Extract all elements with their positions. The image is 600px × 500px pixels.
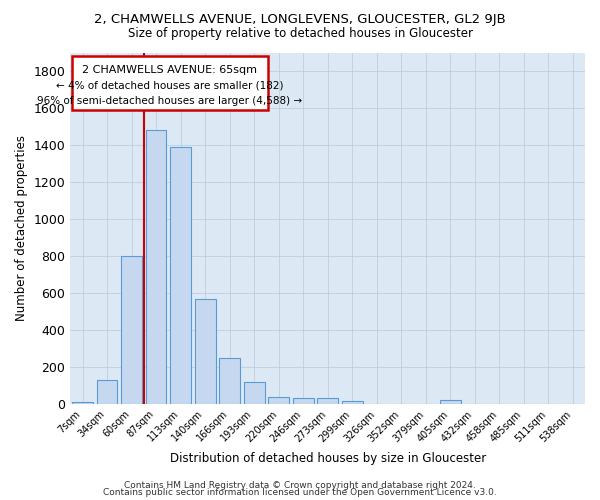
Bar xyxy=(97,380,118,404)
Bar xyxy=(342,400,362,404)
Bar xyxy=(146,130,166,404)
Bar xyxy=(293,398,314,404)
Text: Contains public sector information licensed under the Open Government Licence v3: Contains public sector information licen… xyxy=(103,488,497,497)
Bar xyxy=(170,147,191,404)
Text: 2 CHAMWELLS AVENUE: 65sqm: 2 CHAMWELLS AVENUE: 65sqm xyxy=(82,64,257,74)
X-axis label: Distribution of detached houses by size in Gloucester: Distribution of detached houses by size … xyxy=(170,452,486,465)
Bar xyxy=(219,358,240,404)
Bar xyxy=(440,400,461,404)
Bar xyxy=(317,398,338,404)
Bar xyxy=(71,56,268,110)
Text: 96% of semi-detached houses are larger (4,588) →: 96% of semi-detached houses are larger (… xyxy=(37,96,302,106)
Bar xyxy=(244,382,265,404)
Text: Size of property relative to detached houses in Gloucester: Size of property relative to detached ho… xyxy=(128,28,473,40)
Bar xyxy=(194,300,215,404)
Bar xyxy=(268,398,289,404)
Bar xyxy=(72,402,93,404)
Y-axis label: Number of detached properties: Number of detached properties xyxy=(15,135,28,321)
Text: 2, CHAMWELLS AVENUE, LONGLEVENS, GLOUCESTER, GL2 9JB: 2, CHAMWELLS AVENUE, LONGLEVENS, GLOUCES… xyxy=(94,12,506,26)
Text: Contains HM Land Registry data © Crown copyright and database right 2024.: Contains HM Land Registry data © Crown c… xyxy=(124,480,476,490)
Text: ← 4% of detached houses are smaller (182): ← 4% of detached houses are smaller (182… xyxy=(56,80,283,90)
Bar xyxy=(121,256,142,404)
